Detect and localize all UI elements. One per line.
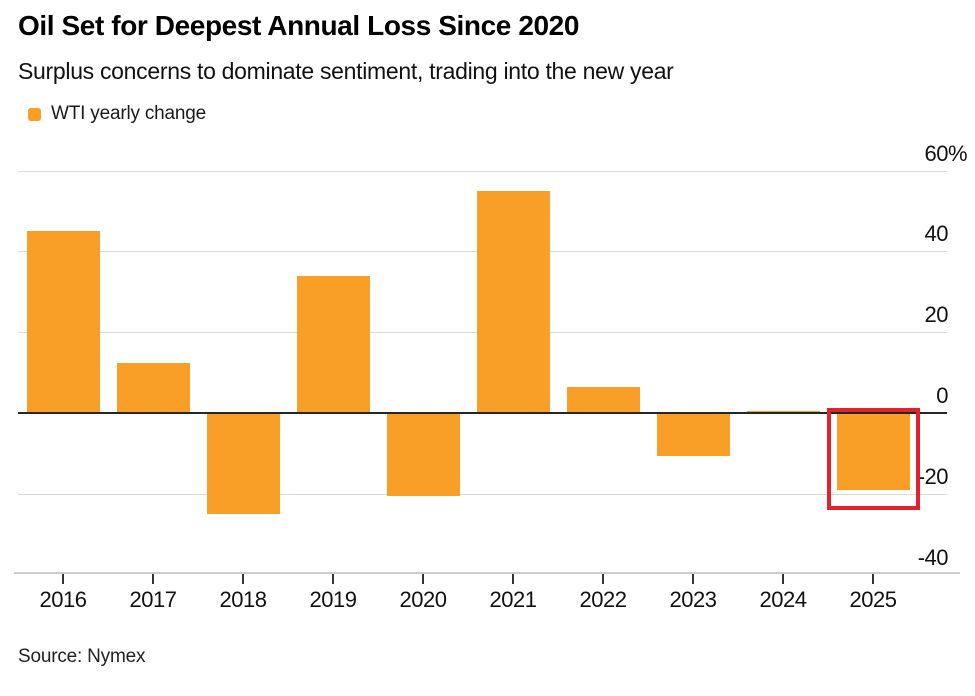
chart-title: Oil Set for Deepest Annual Loss Since 20…	[18, 10, 580, 41]
x-axis-label: 2016	[39, 587, 87, 612]
y-axis-label: 20	[924, 302, 949, 327]
bar-2017	[117, 363, 190, 413]
x-axis-label: 2021	[489, 587, 537, 612]
x-axis-label: 2017	[129, 587, 177, 612]
x-axis-tick	[422, 574, 424, 584]
x-axis-label: 2020	[399, 587, 447, 612]
zero-line	[18, 412, 947, 414]
bar-2023	[657, 413, 730, 456]
percent-suffix: %	[948, 141, 968, 166]
legend-swatch-icon	[28, 107, 41, 121]
source-note: Source: Nymex	[18, 646, 146, 667]
highlight-box-2025	[827, 408, 920, 510]
x-axis-tick	[62, 574, 64, 584]
x-axis-tick	[152, 574, 154, 584]
x-axis-line	[14, 572, 960, 574]
x-axis-tick	[242, 574, 244, 584]
y-axis-label: -20	[917, 464, 949, 489]
x-axis-tick	[332, 574, 334, 584]
legend: WTI yearly change	[28, 103, 206, 125]
x-axis-label: 2022	[579, 587, 627, 612]
x-axis-label: 2019	[309, 587, 357, 612]
x-axis-label: 2023	[669, 587, 717, 612]
legend-label: WTI yearly change	[51, 103, 206, 124]
bar-2021	[477, 191, 550, 413]
gridline	[18, 171, 947, 172]
x-axis-tick	[512, 574, 514, 584]
bar-2020	[387, 413, 460, 496]
x-axis-label: 2025	[849, 587, 897, 612]
x-axis-tick	[602, 574, 604, 584]
bar-2019	[297, 276, 370, 413]
x-axis-label: 2024	[759, 587, 807, 612]
x-axis-tick	[782, 574, 784, 584]
bar-2022	[567, 387, 640, 413]
bar-2016	[27, 231, 100, 413]
bar-2025	[837, 413, 910, 490]
bar-2018	[207, 413, 280, 514]
y-axis-label: -40	[917, 545, 949, 570]
y-axis-label: 60%	[924, 141, 968, 166]
x-axis-label: 2018	[219, 587, 267, 612]
gridline	[18, 494, 947, 495]
y-axis-label: 40	[924, 221, 949, 246]
x-axis-tick	[692, 574, 694, 584]
y-axis-label: 0	[936, 383, 948, 408]
chart-subtitle: Surplus concerns to dominate sentiment, …	[18, 58, 674, 84]
x-axis-tick	[872, 574, 874, 584]
